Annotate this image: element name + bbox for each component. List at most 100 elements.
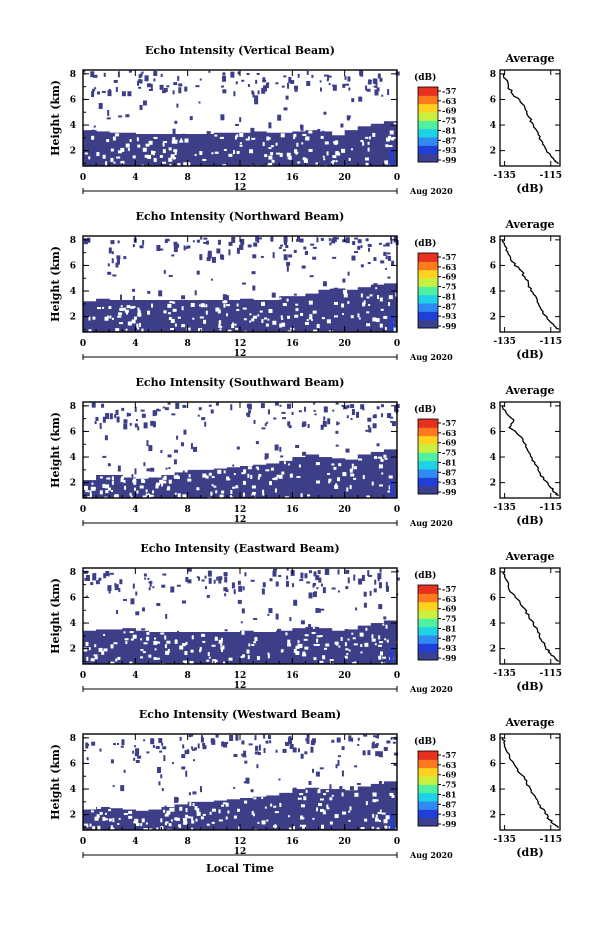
heatmap-echo-cell xyxy=(286,568,289,571)
heatmap-gap-cell xyxy=(366,323,371,327)
heatmap-gap-cell xyxy=(174,151,177,156)
heatmap-gap-cell xyxy=(211,152,214,155)
profile-frame xyxy=(499,401,561,499)
heatmap-echo-cell xyxy=(383,251,387,256)
heatmap-echo-cell xyxy=(176,584,181,587)
heatmap-gap-cell xyxy=(198,328,203,332)
heatmap-echo-cell xyxy=(391,421,396,427)
heatmap-gap-cell xyxy=(257,476,260,480)
heatmap-gap-cell xyxy=(88,316,91,321)
colorbar-swatch xyxy=(418,145,438,155)
heatmap-gap-cell xyxy=(162,477,167,480)
heatmap-gap-cell xyxy=(389,130,394,135)
heatmap-gap-cell xyxy=(352,662,357,665)
y-tick-label: 2 xyxy=(70,147,76,157)
heatmap-echo-cell xyxy=(148,581,153,584)
heatmap-cell xyxy=(122,628,136,664)
heatmap-gap-cell xyxy=(378,464,383,469)
colorbar-swatch xyxy=(418,585,438,594)
heatmap-gap-cell xyxy=(377,811,382,814)
heatmap-echo-cell xyxy=(211,739,216,745)
heatmap-gap-cell xyxy=(279,297,282,300)
heatmap-echo-cell xyxy=(140,409,145,412)
heatmap-echo-cell xyxy=(252,285,256,291)
heatmap-cell xyxy=(253,464,267,498)
heatmap-cell xyxy=(148,632,163,664)
heatmap-gap-cell xyxy=(349,806,352,811)
heatmap-echo-cell xyxy=(374,744,378,749)
heatmap-gap-cell xyxy=(271,159,275,163)
heatmap-echo-cell xyxy=(219,254,223,260)
heatmap-gap-cell xyxy=(145,489,148,493)
heatmap-gap-cell xyxy=(159,154,163,158)
colorbar-swatch xyxy=(418,311,438,321)
heatmap-gap-cell xyxy=(368,303,371,306)
heatmap-echo-cell xyxy=(346,115,351,119)
heatmap-echo-cell xyxy=(361,575,365,582)
y-tick-label: 4 xyxy=(70,619,76,629)
heatmap-gap-cell xyxy=(137,309,141,314)
heatmap-echo-cell xyxy=(203,241,207,244)
heatmap-gap-cell xyxy=(120,478,124,483)
heatmap-echo-cell xyxy=(116,258,120,265)
heatmap-gap-cell xyxy=(235,327,239,330)
heatmap-echo-cell xyxy=(218,577,222,584)
heatmap-gap-cell xyxy=(92,826,96,830)
heatmap-echo-cell xyxy=(286,265,289,272)
heatmap-gap-cell xyxy=(105,161,108,166)
heatmap-echo-cell xyxy=(221,85,225,88)
heatmap-echo-cell xyxy=(277,628,282,633)
heatmap-echo-cell xyxy=(373,588,377,593)
x-tick-label: 16 xyxy=(286,837,299,847)
heatmap-gap-cell xyxy=(303,638,308,641)
heatmap-echo-cell xyxy=(173,449,178,453)
heatmap-gap-cell xyxy=(177,493,181,498)
heatmap-gap-cell xyxy=(119,322,124,325)
heatmap-echo-cell xyxy=(347,271,350,276)
colorbar-swatch xyxy=(418,103,438,113)
heatmap-echo-cell xyxy=(200,236,203,240)
heatmap-echo-cell xyxy=(395,404,400,409)
colorbar-swatch xyxy=(418,626,438,636)
heatmap-echo-cell xyxy=(307,423,310,428)
heatmap-echo-cell xyxy=(173,82,178,86)
heatmap-gap-cell xyxy=(136,323,139,328)
heatmap-echo-cell xyxy=(280,455,284,458)
heatmap-gap-cell xyxy=(214,134,218,137)
heatmap-echo-cell xyxy=(247,84,250,88)
colorbar-tick-label: -57 xyxy=(442,252,456,262)
x-tick-label: 0 xyxy=(80,339,86,349)
heatmap-gap-cell xyxy=(188,331,191,335)
colorbar-frame xyxy=(417,86,439,163)
heatmap-echo-cell xyxy=(128,413,132,417)
x-tick-label: 16 xyxy=(286,505,299,515)
heatmap-echo-cell xyxy=(204,586,207,590)
heatmap-gap-cell xyxy=(160,482,163,487)
heatmap-gap-cell xyxy=(120,160,125,164)
colorbar-tick-label: -93 xyxy=(442,643,457,653)
profile-title: Average xyxy=(504,52,554,65)
heatmap-gap-cell xyxy=(87,496,92,499)
heatmap-echo-cell xyxy=(178,87,182,94)
heatmap-echo-cell xyxy=(137,80,140,86)
heatmap-gap-cell xyxy=(228,657,233,661)
heatmap-echo-cell xyxy=(113,79,118,83)
y-tick-label: 6 xyxy=(70,759,76,769)
heatmap-gap-cell xyxy=(381,656,386,659)
profile-x-tick-label: -115 xyxy=(540,171,563,181)
heatmap-gap-cell xyxy=(141,328,144,333)
colorbar-tick-label: -75 xyxy=(442,448,456,458)
heatmap-echo-cell xyxy=(188,792,191,796)
heatmap-gap-cell xyxy=(173,149,178,153)
heatmap-gap-cell xyxy=(207,652,210,657)
heatmap-echo-cell xyxy=(300,620,305,625)
colorbar-tick-label: -87 xyxy=(442,301,456,311)
heatmap-cell xyxy=(305,626,320,664)
heatmap-gap-cell xyxy=(226,476,230,481)
heatmap-echo-cell xyxy=(91,402,96,408)
heatmap-echo-cell xyxy=(387,89,390,96)
heatmap-echo-cell xyxy=(236,446,240,450)
heatmap-echo-cell xyxy=(317,128,321,135)
heatmap-echo-cell xyxy=(271,292,276,298)
heatmap-echo-cell xyxy=(119,579,123,585)
